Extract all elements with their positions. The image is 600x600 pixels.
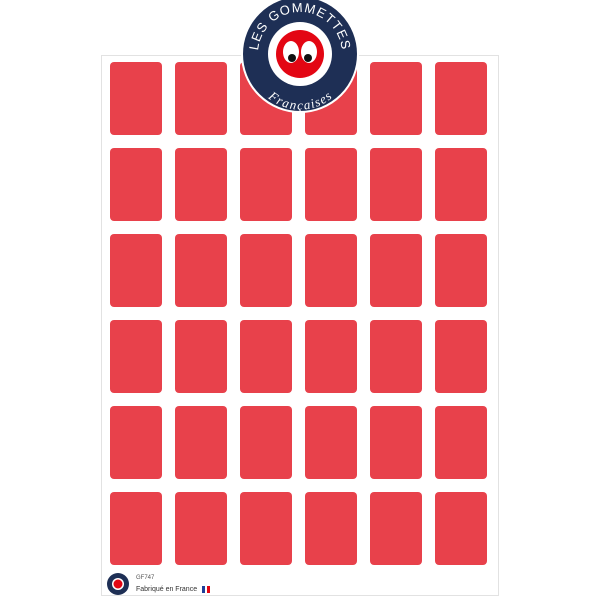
sticker <box>240 492 292 565</box>
sticker <box>305 148 357 221</box>
sticker <box>435 492 487 565</box>
sticker <box>175 406 227 479</box>
sticker <box>435 406 487 479</box>
sticker <box>305 234 357 307</box>
sticker <box>240 320 292 393</box>
sticker <box>240 234 292 307</box>
sticker <box>305 492 357 565</box>
sticker <box>240 148 292 221</box>
sticker <box>370 62 422 135</box>
sticker <box>370 320 422 393</box>
sticker <box>435 234 487 307</box>
sticker <box>110 234 162 307</box>
sticker <box>175 320 227 393</box>
sticker <box>175 148 227 221</box>
sticker <box>435 320 487 393</box>
sticker <box>110 62 162 135</box>
brand-logo: LES GOMMETTES Françaises <box>241 0 359 113</box>
brand-badge-icon <box>107 573 129 595</box>
sticker <box>370 234 422 307</box>
sticker-sheet <box>101 55 499 596</box>
sticker <box>175 234 227 307</box>
french-flag-icon <box>202 586 211 593</box>
sticker <box>370 148 422 221</box>
sticker <box>305 320 357 393</box>
sticker <box>305 406 357 479</box>
sticker <box>110 406 162 479</box>
sticker <box>240 406 292 479</box>
sticker <box>110 320 162 393</box>
sticker <box>370 406 422 479</box>
sticker <box>370 492 422 565</box>
sticker <box>435 148 487 221</box>
sticker <box>110 148 162 221</box>
sticker <box>435 62 487 135</box>
sticker <box>175 492 227 565</box>
sticker <box>175 62 227 135</box>
sticker <box>110 492 162 565</box>
made-in-label: Fabriqué en France <box>136 586 198 593</box>
product-code: GF747 <box>136 575 155 581</box>
